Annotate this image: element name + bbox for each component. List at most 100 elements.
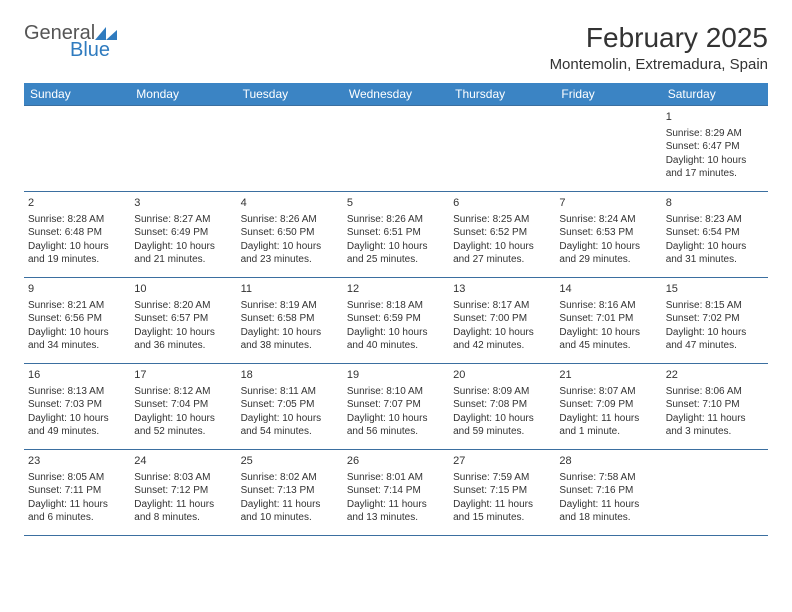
daylight-text: Daylight: 10 hours: [28, 326, 126, 340]
title-block: February 2025 Montemolin, Extremadura, S…: [550, 22, 768, 73]
daylight-text: Daylight: 10 hours: [241, 240, 339, 254]
daylight-text: Daylight: 10 hours: [241, 412, 339, 426]
daylight-text: and 17 minutes.: [666, 167, 764, 181]
daylight-text: Daylight: 10 hours: [134, 326, 232, 340]
daylight-text: Daylight: 10 hours: [453, 412, 551, 426]
calendar-day-cell: 3Sunrise: 8:27 AMSunset: 6:49 PMDaylight…: [130, 192, 236, 278]
calendar-day-cell: 2Sunrise: 8:28 AMSunset: 6:48 PMDaylight…: [24, 192, 130, 278]
daylight-text: and 13 minutes.: [347, 511, 445, 525]
day-number: 15: [666, 282, 764, 297]
sunset-text: Sunset: 7:14 PM: [347, 484, 445, 498]
day-header: Wednesday: [343, 83, 449, 106]
day-number: 6: [453, 196, 551, 211]
sunrise-text: Sunrise: 8:05 AM: [28, 471, 126, 485]
calendar-day-cell: 23Sunrise: 8:05 AMSunset: 7:11 PMDayligh…: [24, 450, 130, 536]
calendar-day-cell: 9 Sunrise: 8:21 AMSunset: 6:56 PMDaylight…: [24, 278, 130, 364]
day-number: 12: [347, 282, 445, 297]
calendar-day-cell: 13Sunrise: 8:17 AMSunset: 7:00 PMDayligh…: [449, 278, 555, 364]
sunrise-text: Sunrise: 8:25 AM: [453, 213, 551, 227]
daylight-text: and 8 minutes.: [134, 511, 232, 525]
sunset-text: Sunset: 7:00 PM: [453, 312, 551, 326]
daylight-text: and 47 minutes.: [666, 339, 764, 353]
daylight-text: and 59 minutes.: [453, 425, 551, 439]
calendar-day-cell: [130, 106, 236, 192]
calendar-day-cell: 12Sunrise: 8:18 AMSunset: 6:59 PMDayligh…: [343, 278, 449, 364]
calendar-table: Sunday Monday Tuesday Wednesday Thursday…: [24, 83, 768, 536]
daylight-text: and 10 minutes.: [241, 511, 339, 525]
sunrise-text: Sunrise: 8:29 AM: [666, 127, 764, 141]
calendar-page: GeneralBlue February 2025 Montemolin, Ex…: [0, 0, 792, 556]
calendar-day-cell: 22Sunrise: 8:06 AMSunset: 7:10 PMDayligh…: [662, 364, 768, 450]
calendar-day-cell: 28Sunrise: 7:58 AMSunset: 7:16 PMDayligh…: [555, 450, 661, 536]
daylight-text: Daylight: 10 hours: [134, 412, 232, 426]
sunrise-text: Sunrise: 8:21 AM: [28, 299, 126, 313]
sunrise-text: Sunrise: 8:17 AM: [453, 299, 551, 313]
sunset-text: Sunset: 6:48 PM: [28, 226, 126, 240]
day-header: Monday: [130, 83, 236, 106]
day-number: 9: [28, 282, 126, 297]
sunset-text: Sunset: 6:58 PM: [241, 312, 339, 326]
daylight-text: Daylight: 10 hours: [666, 240, 764, 254]
day-number: 8: [666, 196, 764, 211]
daylight-text: Daylight: 10 hours: [28, 240, 126, 254]
calendar-week-row: 23Sunrise: 8:05 AMSunset: 7:11 PMDayligh…: [24, 450, 768, 536]
day-number: 2: [28, 196, 126, 211]
daylight-text: and 18 minutes.: [559, 511, 657, 525]
month-title: February 2025: [550, 22, 768, 54]
calendar-header-row: Sunday Monday Tuesday Wednesday Thursday…: [24, 83, 768, 106]
calendar-day-cell: 25Sunrise: 8:02 AMSunset: 7:13 PMDayligh…: [237, 450, 343, 536]
calendar-week-row: 2Sunrise: 8:28 AMSunset: 6:48 PMDaylight…: [24, 192, 768, 278]
calendar-day-cell: 26Sunrise: 8:01 AMSunset: 7:14 PMDayligh…: [343, 450, 449, 536]
sunset-text: Sunset: 6:50 PM: [241, 226, 339, 240]
sunset-text: Sunset: 7:15 PM: [453, 484, 551, 498]
calendar-day-cell: [662, 450, 768, 536]
calendar-day-cell: 27Sunrise: 7:59 AMSunset: 7:15 PMDayligh…: [449, 450, 555, 536]
daylight-text: Daylight: 10 hours: [453, 240, 551, 254]
calendar-day-cell: 4Sunrise: 8:26 AMSunset: 6:50 PMDaylight…: [237, 192, 343, 278]
daylight-text: and 49 minutes.: [28, 425, 126, 439]
daylight-text: Daylight: 11 hours: [347, 498, 445, 512]
daylight-text: and 36 minutes.: [134, 339, 232, 353]
daylight-text: and 25 minutes.: [347, 253, 445, 267]
daylight-text: Daylight: 10 hours: [666, 326, 764, 340]
logo: GeneralBlue: [24, 22, 119, 62]
sunset-text: Sunset: 7:03 PM: [28, 398, 126, 412]
sunset-text: Sunset: 7:09 PM: [559, 398, 657, 412]
sunrise-text: Sunrise: 7:58 AM: [559, 471, 657, 485]
sunrise-text: Sunrise: 7:59 AM: [453, 471, 551, 485]
daylight-text: and 34 minutes.: [28, 339, 126, 353]
daylight-text: Daylight: 11 hours: [453, 498, 551, 512]
calendar-day-cell: [555, 106, 661, 192]
calendar-day-cell: 7Sunrise: 8:24 AMSunset: 6:53 PMDaylight…: [555, 192, 661, 278]
daylight-text: Daylight: 10 hours: [559, 326, 657, 340]
day-number: 24: [134, 454, 232, 469]
daylight-text: Daylight: 10 hours: [134, 240, 232, 254]
sunrise-text: Sunrise: 8:26 AM: [241, 213, 339, 227]
daylight-text: Daylight: 10 hours: [666, 154, 764, 168]
sunrise-text: Sunrise: 8:27 AM: [134, 213, 232, 227]
daylight-text: and 3 minutes.: [666, 425, 764, 439]
sunset-text: Sunset: 7:10 PM: [666, 398, 764, 412]
day-number: 3: [134, 196, 232, 211]
sunrise-text: Sunrise: 8:10 AM: [347, 385, 445, 399]
calendar-day-cell: 21Sunrise: 8:07 AMSunset: 7:09 PMDayligh…: [555, 364, 661, 450]
sunrise-text: Sunrise: 8:07 AM: [559, 385, 657, 399]
sunset-text: Sunset: 6:47 PM: [666, 140, 764, 154]
daylight-text: and 31 minutes.: [666, 253, 764, 267]
daylight-text: and 42 minutes.: [453, 339, 551, 353]
day-number: 11: [241, 282, 339, 297]
sunset-text: Sunset: 7:02 PM: [666, 312, 764, 326]
daylight-text: Daylight: 11 hours: [559, 412, 657, 426]
day-number: 19: [347, 368, 445, 383]
sunrise-text: Sunrise: 8:15 AM: [666, 299, 764, 313]
daylight-text: and 6 minutes.: [28, 511, 126, 525]
sunrise-text: Sunrise: 8:18 AM: [347, 299, 445, 313]
sunset-text: Sunset: 7:08 PM: [453, 398, 551, 412]
calendar-week-row: 1Sunrise: 8:29 AMSunset: 6:47 PMDaylight…: [24, 106, 768, 192]
daylight-text: Daylight: 10 hours: [28, 412, 126, 426]
calendar-day-cell: 15 Sunrise: 8:15 AMSunset: 7:02 PMDayligh…: [662, 278, 768, 364]
calendar-day-cell: [24, 106, 130, 192]
sunset-text: Sunset: 6:56 PM: [28, 312, 126, 326]
calendar-day-cell: 18Sunrise: 8:11 AMSunset: 7:05 PMDayligh…: [237, 364, 343, 450]
day-header: Thursday: [449, 83, 555, 106]
